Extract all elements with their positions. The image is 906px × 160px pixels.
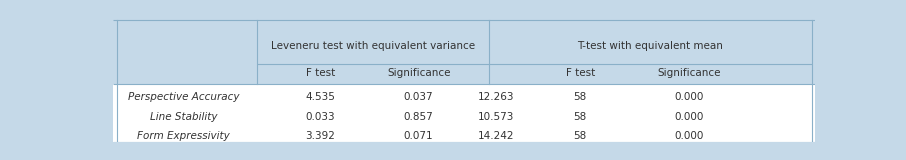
Text: 58: 58 <box>573 92 587 102</box>
Text: 0.000: 0.000 <box>674 112 704 122</box>
Text: 58: 58 <box>573 131 587 141</box>
Text: T-test with equivalent mean: T-test with equivalent mean <box>577 41 723 51</box>
Text: 58: 58 <box>573 112 587 122</box>
Text: 0.037: 0.037 <box>404 92 433 102</box>
Text: 12.263: 12.263 <box>477 92 515 102</box>
Text: Significance: Significance <box>657 68 721 78</box>
Bar <box>113 84 815 142</box>
Text: Line Stability: Line Stability <box>149 112 217 122</box>
Text: 10.573: 10.573 <box>477 112 514 122</box>
Text: 3.392: 3.392 <box>305 131 335 141</box>
Text: 14.242: 14.242 <box>477 131 515 141</box>
Text: F test: F test <box>565 68 595 78</box>
Text: 4.535: 4.535 <box>305 92 335 102</box>
Text: 0.000: 0.000 <box>674 92 704 102</box>
Text: Significance: Significance <box>387 68 450 78</box>
Text: Leveneru test with equivalent variance: Leveneru test with equivalent variance <box>271 41 475 51</box>
Text: 0.857: 0.857 <box>404 112 434 122</box>
Text: 0.071: 0.071 <box>404 131 433 141</box>
Text: 0.033: 0.033 <box>305 112 335 122</box>
Text: F test: F test <box>305 68 335 78</box>
Text: Form Expressivity: Form Expressivity <box>137 131 230 141</box>
Text: 0.000: 0.000 <box>674 131 704 141</box>
Text: Perspective Accuracy: Perspective Accuracy <box>128 92 239 102</box>
